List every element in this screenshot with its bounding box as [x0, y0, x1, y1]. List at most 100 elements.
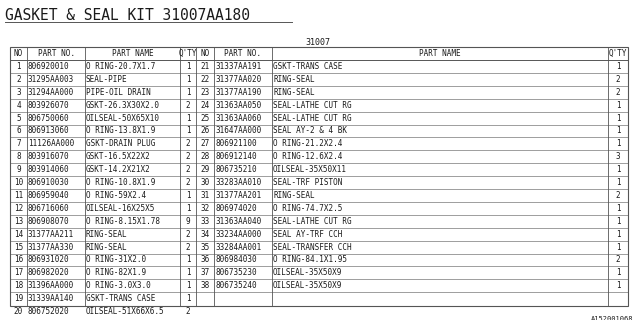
Text: 1: 1 [616, 243, 620, 252]
Text: PART NO.: PART NO. [225, 49, 262, 58]
Text: GSKT-14.2X21X2: GSKT-14.2X21X2 [86, 165, 151, 174]
Text: SEAL-LATHE CUT RG: SEAL-LATHE CUT RG [273, 101, 351, 110]
Text: 806735230: 806735230 [215, 268, 257, 277]
Text: RING-SEAL: RING-SEAL [273, 75, 315, 84]
Text: 31295AA003: 31295AA003 [28, 75, 74, 84]
Text: 33234AA000: 33234AA000 [215, 230, 261, 239]
Text: 2: 2 [186, 139, 190, 148]
Text: 17: 17 [14, 268, 23, 277]
Text: O RING-8.15X1.78: O RING-8.15X1.78 [86, 217, 160, 226]
Text: 806752020: 806752020 [28, 307, 70, 316]
Text: SEAL-TRANSFER CCH: SEAL-TRANSFER CCH [273, 243, 351, 252]
Text: 15: 15 [14, 243, 23, 252]
Text: 1: 1 [616, 281, 620, 290]
Text: 806716060: 806716060 [28, 204, 70, 213]
Text: 806920010: 806920010 [28, 62, 70, 71]
Text: 25: 25 [201, 114, 210, 123]
Text: 1: 1 [186, 294, 190, 303]
Text: 1: 1 [16, 62, 21, 71]
Text: O RING-20.7X1.7: O RING-20.7X1.7 [86, 62, 156, 71]
Text: Q'TY: Q'TY [609, 49, 627, 58]
Text: PART NAME: PART NAME [419, 49, 461, 58]
Text: O RING-10.8X1.9: O RING-10.8X1.9 [86, 178, 156, 187]
Text: 2: 2 [616, 88, 620, 97]
Text: 806974020: 806974020 [215, 204, 257, 213]
Text: 33283AA010: 33283AA010 [215, 178, 261, 187]
Text: 7: 7 [16, 139, 21, 148]
Text: 31339AA140: 31339AA140 [28, 294, 74, 303]
Text: NO: NO [14, 49, 23, 58]
Text: 31363AA050: 31363AA050 [215, 101, 261, 110]
Text: 14: 14 [14, 230, 23, 239]
Text: O RING-59X2.4: O RING-59X2.4 [86, 191, 146, 200]
Text: 31377AA020: 31377AA020 [215, 75, 261, 84]
Text: 806910030: 806910030 [28, 178, 70, 187]
Text: 3: 3 [16, 88, 21, 97]
Text: 1: 1 [186, 255, 190, 264]
Text: OILSEAL-16X25X5: OILSEAL-16X25X5 [86, 204, 156, 213]
Text: 1: 1 [186, 268, 190, 277]
Text: 31363AA040: 31363AA040 [215, 217, 261, 226]
Text: 2: 2 [186, 307, 190, 316]
Text: 38: 38 [201, 281, 210, 290]
Text: 1: 1 [186, 126, 190, 135]
Text: GSKT-DRAIN PLUG: GSKT-DRAIN PLUG [86, 139, 156, 148]
Text: OILSEAL-50X65X10: OILSEAL-50X65X10 [86, 114, 160, 123]
Text: 31: 31 [201, 191, 210, 200]
Text: 8: 8 [16, 152, 21, 161]
Text: 21: 21 [201, 62, 210, 71]
Text: 16: 16 [14, 255, 23, 264]
Text: O RING-21.2X2.4: O RING-21.2X2.4 [273, 139, 342, 148]
Text: 2: 2 [186, 243, 190, 252]
Text: 11: 11 [14, 191, 23, 200]
Text: 35: 35 [201, 243, 210, 252]
Text: 31363AA060: 31363AA060 [215, 114, 261, 123]
Text: 4: 4 [16, 101, 21, 110]
Text: 3: 3 [616, 152, 620, 161]
Text: 2: 2 [186, 165, 190, 174]
Text: 806931020: 806931020 [28, 255, 70, 264]
Text: O RING-84.1X1.95: O RING-84.1X1.95 [273, 255, 347, 264]
Text: 1: 1 [616, 217, 620, 226]
Text: GSKT-TRANS CASE: GSKT-TRANS CASE [273, 62, 342, 71]
Text: 806912140: 806912140 [215, 152, 257, 161]
Text: 29: 29 [201, 165, 210, 174]
Text: 1: 1 [616, 126, 620, 135]
Text: 31294AA000: 31294AA000 [28, 88, 74, 97]
Text: O RING-31X2.0: O RING-31X2.0 [86, 255, 146, 264]
Text: SEAL-LATHE CUT RG: SEAL-LATHE CUT RG [273, 114, 351, 123]
Text: 5: 5 [16, 114, 21, 123]
Text: 11126AA000: 11126AA000 [28, 139, 74, 148]
Text: 22: 22 [201, 75, 210, 84]
Text: 1: 1 [186, 62, 190, 71]
Text: 2: 2 [16, 75, 21, 84]
Text: O RING-13.8X1.9: O RING-13.8X1.9 [86, 126, 156, 135]
Text: 1: 1 [616, 139, 620, 148]
Text: SEAL AY-TRF CCH: SEAL AY-TRF CCH [273, 230, 342, 239]
Text: SEAL AY-2 & 4 BK: SEAL AY-2 & 4 BK [273, 126, 347, 135]
Text: RING-SEAL: RING-SEAL [273, 88, 315, 97]
Text: 2: 2 [616, 75, 620, 84]
Text: O RING-3.0X3.0: O RING-3.0X3.0 [86, 281, 151, 290]
Text: 1: 1 [186, 191, 190, 200]
Text: 2: 2 [186, 101, 190, 110]
Text: O RING-82X1.9: O RING-82X1.9 [86, 268, 146, 277]
Text: NO: NO [201, 49, 210, 58]
Text: 1: 1 [616, 101, 620, 110]
Text: 1: 1 [186, 114, 190, 123]
Text: 1: 1 [616, 178, 620, 187]
Text: 2: 2 [616, 255, 620, 264]
Text: 31377AA330: 31377AA330 [28, 243, 74, 252]
Text: OILSEAL-35X50X9: OILSEAL-35X50X9 [273, 268, 342, 277]
Text: 1: 1 [616, 62, 620, 71]
Text: 31377AA201: 31377AA201 [215, 191, 261, 200]
Text: A152001068: A152001068 [591, 316, 633, 320]
Text: OILSEAL-35X50X9: OILSEAL-35X50X9 [273, 281, 342, 290]
Text: 2: 2 [186, 178, 190, 187]
Text: RING-SEAL: RING-SEAL [273, 191, 315, 200]
Text: 806959040: 806959040 [28, 191, 70, 200]
Text: 2: 2 [186, 230, 190, 239]
Text: 2: 2 [186, 152, 190, 161]
Text: OILSEAL-51X66X6.5: OILSEAL-51X66X6.5 [86, 307, 164, 316]
Text: Q'TY: Q'TY [179, 49, 197, 58]
